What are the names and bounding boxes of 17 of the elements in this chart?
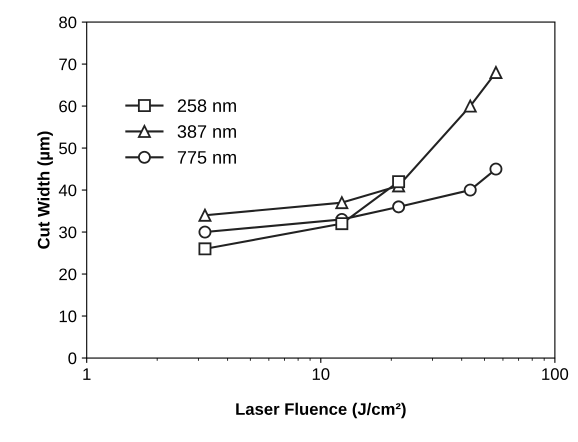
y-tick-label: 10 (60, 310, 76, 322)
y-tick-label: 80 (59, 16, 76, 28)
x-tick-label: 10 (312, 368, 330, 380)
y-tick-label: 0 (68, 352, 76, 364)
x-axis-title: Laser Fluence (J/cm²) (236, 402, 406, 418)
y-tick-label: 60 (59, 100, 76, 112)
legend-label: 258 nm (178, 99, 236, 112)
y-tick-label: 40 (58, 184, 76, 196)
legend-label: 775 nm (178, 151, 236, 164)
x-tick-label: 1 (83, 368, 91, 380)
y-tick-label: 70 (59, 58, 76, 70)
y-tick-label: 30 (59, 226, 76, 238)
legend-label: 387 nm (178, 125, 236, 138)
y-tick-label: 50 (59, 142, 76, 154)
y-axis-title: Cut Width (µm) (37, 132, 53, 249)
y-tick-label: 20 (59, 268, 76, 280)
x-tick-label: 100 (542, 368, 568, 380)
